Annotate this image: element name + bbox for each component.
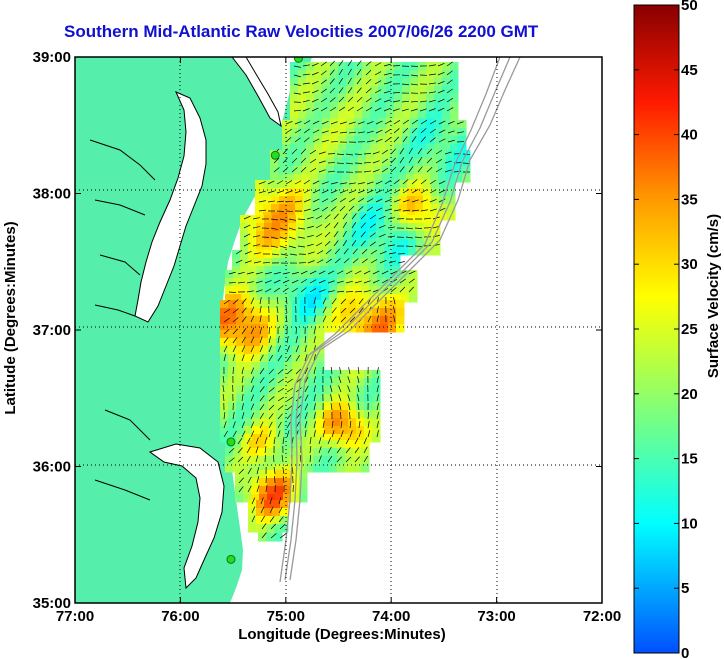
colorbar: [633, 4, 680, 654]
colorbar-tick-label: 10: [681, 515, 698, 532]
y-axis-label: Latitude (Degrees:Minutes): [2, 221, 19, 414]
colorbar-tick-label: 30: [681, 256, 698, 273]
map-title: Southern Mid-Atlantic Raw Velocities 200…: [64, 22, 539, 41]
x-tick-label: 75:00: [267, 608, 305, 625]
y-tick-label: 38:00: [33, 186, 71, 203]
colorbar-tick-label: 5: [681, 580, 689, 597]
chesapeake-bay: [134, 91, 207, 323]
colorbar-label: Surface Velocity (cm/s): [705, 214, 722, 378]
y-tick-label: 39:00: [33, 49, 71, 66]
grid-lines: [75, 57, 602, 603]
colorbar-tick-label: 15: [681, 451, 698, 468]
colorbar-tick-label: 45: [681, 62, 698, 79]
delaware-bay: [231, 57, 282, 128]
velocity-field: [220, 60, 471, 542]
x-axis-label: Longitude (Degrees:Minutes): [238, 626, 446, 643]
y-tick-label: 35:00: [33, 595, 71, 612]
station-north-marker: [293, 57, 303, 63]
colorbar-tick-label: 0: [681, 645, 689, 659]
x-tick-label: 76:00: [161, 608, 199, 625]
colorbar-tick-label: 40: [681, 127, 698, 144]
colorbar-tick-label: 50: [681, 0, 698, 14]
y-tick-label: 36:00: [33, 459, 71, 476]
colorbar-tick-label: 35: [681, 191, 698, 208]
x-tick-label: 74:00: [372, 608, 410, 625]
y-tick-label: 37:00: [33, 322, 71, 339]
station-virginia-beach-marker: [226, 437, 236, 447]
land-mass: [75, 57, 312, 603]
x-tick-label: 73:00: [477, 608, 515, 625]
x-tick-label: 72:00: [583, 608, 621, 625]
colorbar-tick-label: 20: [681, 386, 698, 403]
station-hatteras-marker: [226, 554, 236, 564]
pamlico-sound: [148, 443, 225, 590]
x-tick-label: 77:00: [56, 608, 94, 625]
colorbar-tick-label: 25: [681, 321, 698, 338]
station-delaware-marker: [270, 150, 280, 160]
